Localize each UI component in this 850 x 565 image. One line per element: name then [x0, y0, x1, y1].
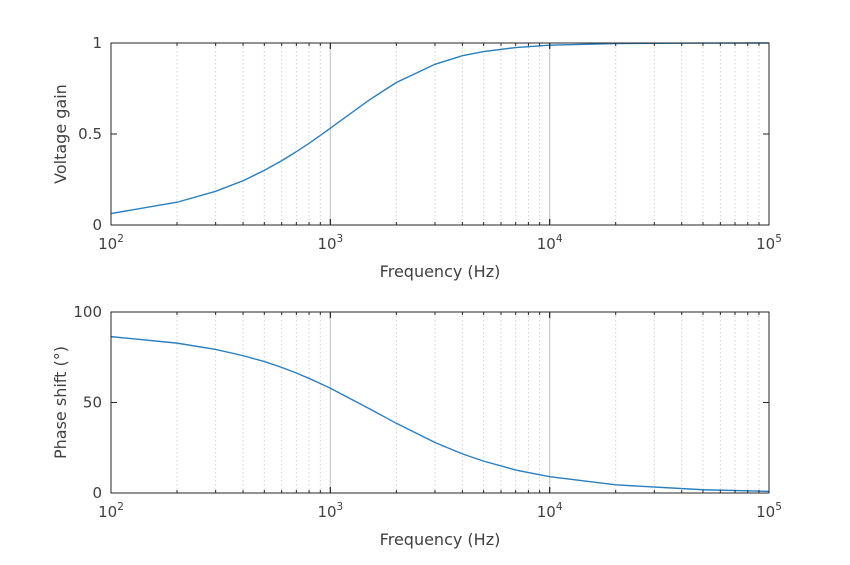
y-tick-label: 0 — [92, 484, 102, 502]
x-tick-base: 10 — [537, 503, 556, 521]
series-line — [110, 42, 770, 215]
tick-marks — [110, 42, 770, 226]
y-tick-label: 0.5 — [78, 125, 102, 143]
y-tick-label: 50 — [83, 394, 102, 412]
y-tick-label: 1 — [92, 34, 102, 52]
x-tick-exponent: 2 — [117, 233, 124, 245]
x-tick-label: 104 — [537, 233, 563, 253]
x-tick-base: 10 — [317, 503, 336, 521]
x-axis-label: Frequency (Hz) — [380, 262, 501, 281]
y-tick-label: 100 — [73, 303, 102, 321]
y-axis-label: Phase shift (°) — [51, 346, 70, 459]
x-tick-label: 103 — [317, 233, 343, 253]
x-axis-label: Frequency (Hz) — [380, 530, 501, 549]
x-tick-label: 105 — [756, 501, 782, 521]
axes-box — [110, 42, 770, 226]
axes-box — [110, 311, 770, 494]
x-tick-label: 105 — [756, 233, 782, 253]
x-tick-exponent: 4 — [556, 501, 563, 513]
x-tick-label: 102 — [98, 233, 124, 253]
y-axis-label: Voltage gain — [51, 84, 70, 184]
x-tick-base: 10 — [98, 235, 117, 253]
grid-lines — [176, 312, 760, 493]
x-tick-exponent: 5 — [775, 233, 782, 245]
x-tick-exponent: 2 — [117, 501, 124, 513]
x-tick-exponent: 5 — [775, 501, 782, 513]
x-tick-base: 10 — [317, 235, 336, 253]
x-tick-exponent: 3 — [337, 501, 344, 513]
x-tick-label: 104 — [537, 501, 563, 521]
x-tick-exponent: 4 — [556, 233, 563, 245]
grid-lines — [176, 43, 760, 225]
tick-marks — [110, 311, 770, 494]
series-line — [110, 335, 770, 493]
x-tick-base: 10 — [98, 503, 117, 521]
x-tick-base: 10 — [756, 235, 775, 253]
y-tick-label: 0 — [92, 216, 102, 234]
x-tick-label: 102 — [98, 501, 124, 521]
x-tick-base: 10 — [756, 503, 775, 521]
x-tick-label: 103 — [317, 501, 343, 521]
x-tick-exponent: 3 — [337, 233, 344, 245]
x-tick-base: 10 — [537, 235, 556, 253]
